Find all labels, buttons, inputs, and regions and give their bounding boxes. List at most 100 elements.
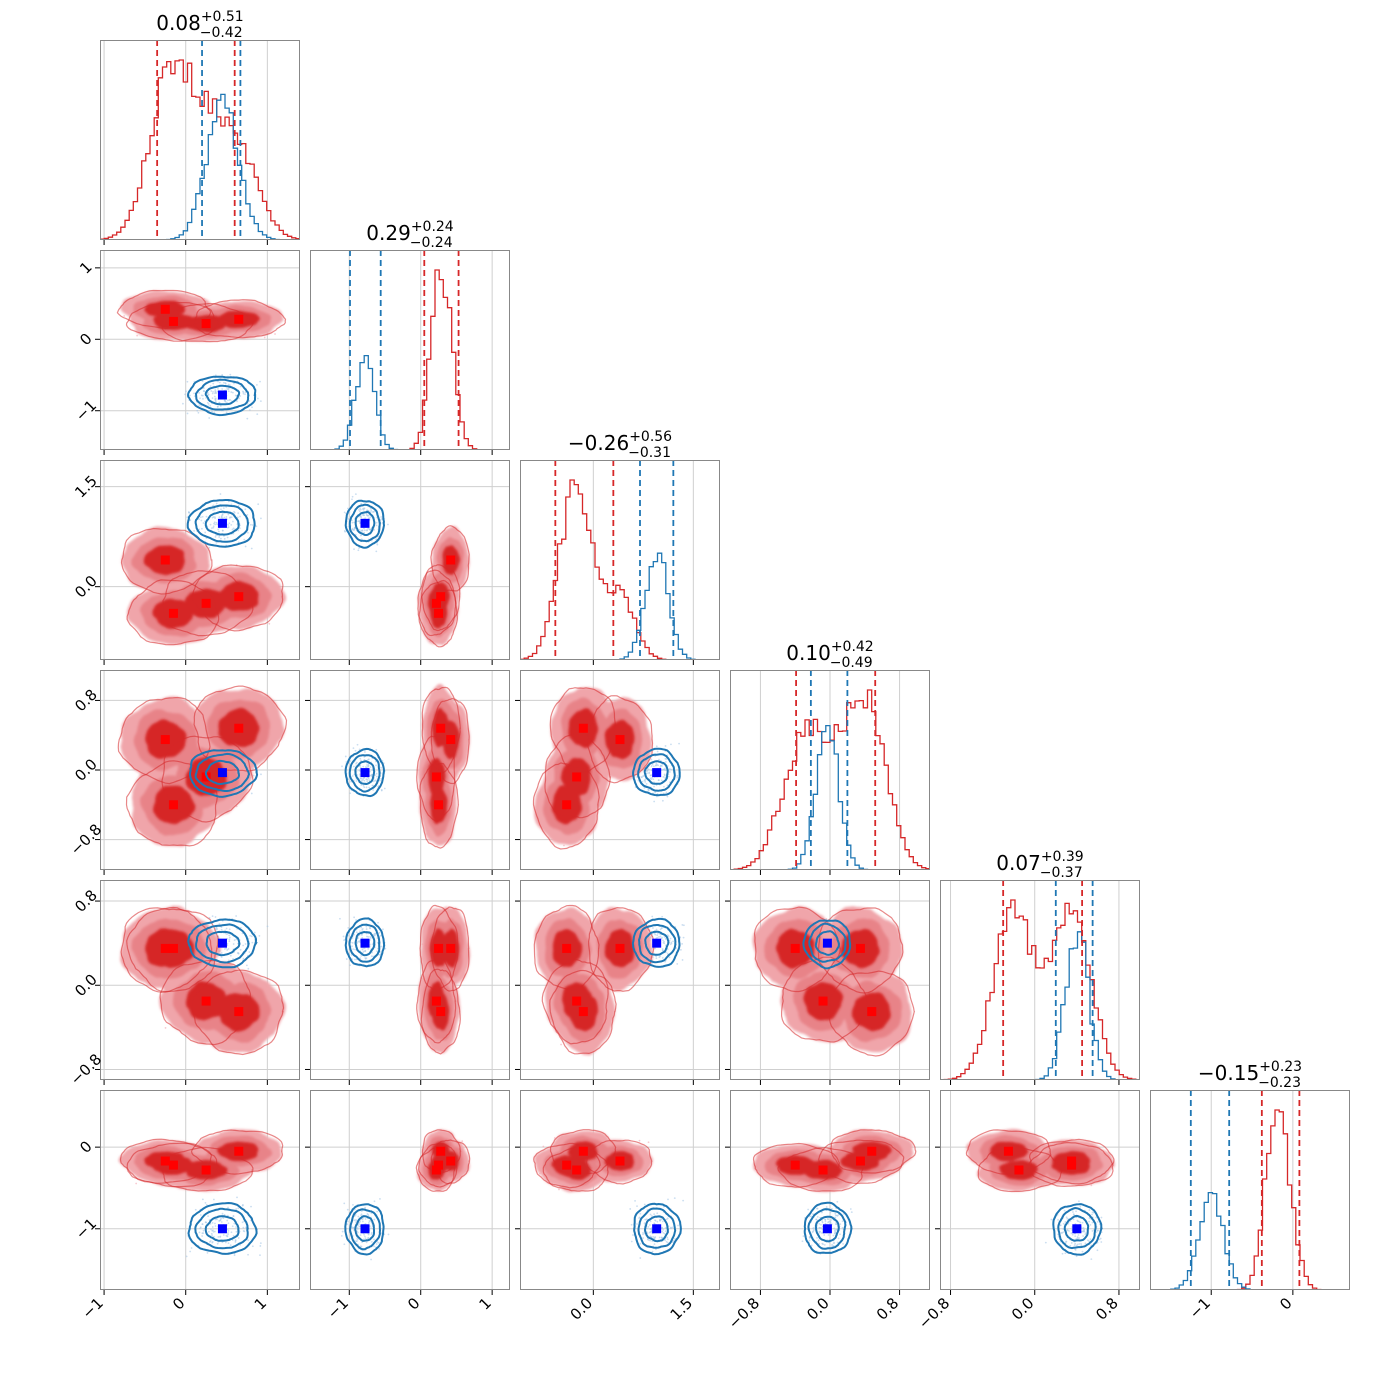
- y-tick-label: 0.8: [71, 686, 101, 716]
- mode-marker-red: [168, 1160, 178, 1170]
- mode-marker-red: [446, 1156, 456, 1166]
- panel-1-1: [310, 250, 510, 455]
- contour-lines-blue: [344, 1203, 385, 1256]
- mode-marker-red: [1003, 1146, 1013, 1156]
- marginal-title: 0.07+0.39 −0.37: [996, 849, 1083, 881]
- y-tick-label: 0.0: [71, 755, 101, 785]
- y-tick-label: 0.0: [71, 970, 101, 1000]
- mode-marker-red: [436, 1007, 446, 1017]
- mode-marker-red: [168, 608, 178, 618]
- contour-line-red: [415, 1129, 471, 1192]
- point-marker-blue: [217, 1224, 227, 1234]
- contour-line-red: [117, 685, 288, 847]
- panel-2-0: [95, 460, 300, 665]
- panel-frame: [100, 40, 300, 240]
- marginal-title: 0.08+0.51 −0.42: [156, 9, 243, 41]
- mode-marker-red: [431, 1165, 441, 1175]
- panel-4-1: [305, 880, 510, 1085]
- y-tick-label: −1: [72, 397, 100, 425]
- histogram-blue: [310, 354, 510, 450]
- histogram-red: [1150, 1109, 1350, 1290]
- y-tick-label: 0.8: [71, 886, 101, 916]
- x-tick-label: 1.5: [667, 1294, 697, 1324]
- marginal-title: 0.10+0.42 −0.49: [786, 639, 873, 671]
- panel-frame: [310, 1090, 510, 1290]
- contour-lines-blue: [344, 747, 386, 798]
- contour-line-red: [965, 1129, 1115, 1193]
- mode-marker-red: [431, 996, 441, 1006]
- panel-2-2: [520, 460, 720, 665]
- mode-marker-red: [201, 996, 211, 1006]
- x-tick-label: 0.0: [803, 1294, 833, 1324]
- point-marker-blue: [652, 768, 662, 778]
- point-marker-blue: [652, 1224, 662, 1234]
- panel-4-3: [725, 880, 930, 1085]
- panel-frame: [100, 880, 300, 1080]
- contour-line-red: [533, 904, 655, 1055]
- panel-1-0: [95, 250, 300, 455]
- panel-0-0: [100, 40, 300, 245]
- x-tick-label: 0.8: [1092, 1294, 1122, 1324]
- histogram-blue: [100, 93, 300, 240]
- y-tick-label: 0: [76, 1137, 95, 1156]
- panel-5-1: [305, 1090, 510, 1295]
- panel-4-2: [515, 880, 720, 1085]
- y-tick-label: 1: [76, 258, 95, 277]
- bottom-tick-labels: −1 0 1 −1 0 1 0.0 1.5 −0.8 0.0 0.8 −0.8 0.0 0.8 −1 0: [79, 1294, 1296, 1332]
- contour-lines-blue: [187, 1201, 258, 1255]
- contour-lines-blue: [803, 1201, 853, 1254]
- histogram-blue: [730, 724, 930, 870]
- panel-frame: [310, 460, 510, 660]
- mode-marker-red: [434, 1160, 444, 1170]
- contour-line-red: [532, 687, 654, 850]
- x-tick-label: 0.0: [567, 1294, 597, 1324]
- x-tick-label: −1: [324, 1294, 352, 1322]
- panel-frame: [520, 880, 720, 1080]
- panel-frame: [310, 670, 510, 870]
- contour-lines-blue: [802, 919, 852, 970]
- mode-marker-red: [578, 1146, 588, 1156]
- mode-marker-red: [160, 735, 170, 745]
- point-marker-blue: [822, 1224, 832, 1234]
- mode-marker-red: [615, 1156, 625, 1166]
- mode-marker-red: [572, 772, 582, 782]
- panel-5-0: [95, 1090, 300, 1295]
- x-tick-label: −0.8: [725, 1294, 763, 1332]
- mode-marker-red: [818, 1165, 828, 1175]
- panels-layer: [95, 40, 1350, 1295]
- panel-frame: [100, 670, 300, 870]
- marginal-title: −0.15+0.23 −0.23: [1198, 1059, 1302, 1091]
- mode-marker-red: [572, 1165, 582, 1175]
- y-tick-label: −1: [72, 1215, 100, 1243]
- point-marker-blue: [217, 768, 227, 778]
- contour-lines-blue: [186, 375, 257, 417]
- panel-frame: [730, 670, 930, 870]
- y-tick-label: 1.5: [71, 472, 101, 502]
- point-marker-blue: [1072, 1224, 1082, 1234]
- contour-line-red: [753, 906, 916, 1057]
- x-tick-label: 0: [1276, 1294, 1295, 1313]
- contour-lines-blue: [632, 747, 681, 797]
- x-tick-label: 0: [169, 1294, 188, 1313]
- x-tick-label: 0.0: [1008, 1294, 1038, 1324]
- contour-line-red: [116, 289, 287, 343]
- mode-marker-red: [855, 943, 865, 953]
- mode-marker-red: [818, 996, 828, 1006]
- contour-line-red: [752, 1129, 917, 1192]
- panel-5-5: [1150, 1090, 1350, 1295]
- mode-marker-red: [572, 996, 582, 1006]
- mode-marker-red: [160, 304, 170, 314]
- mode-marker-red: [434, 943, 444, 953]
- mode-marker-red: [168, 943, 178, 953]
- panel-4-4: [940, 880, 1140, 1085]
- mode-marker-red: [436, 723, 446, 733]
- contour-lines-blue: [187, 918, 258, 969]
- panel-3-3: [730, 670, 930, 875]
- panel-frame: [520, 460, 720, 660]
- panel-frame: [310, 250, 510, 450]
- mode-marker-red: [234, 314, 244, 324]
- panel-3-1: [305, 670, 510, 875]
- marginal-title: 0.29+0.24 −0.24: [366, 219, 454, 251]
